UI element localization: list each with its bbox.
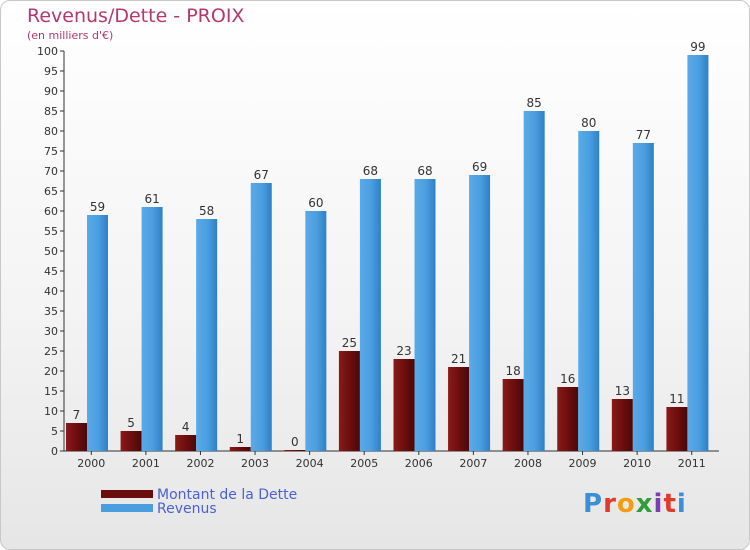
y-tick-label: 15: [44, 385, 58, 398]
data-label-debt: 21: [451, 352, 466, 366]
y-tick-label: 50: [44, 245, 58, 258]
bar-debt: [120, 431, 142, 451]
bar-debt: [175, 435, 197, 451]
legend-swatch-debt: [101, 490, 153, 498]
y-tick-label: 0: [51, 445, 58, 458]
data-label-revenus: 69: [472, 160, 487, 174]
data-label-debt: 25: [342, 336, 357, 350]
bar-debt: [502, 379, 524, 451]
bar-debt: [284, 450, 306, 451]
y-tick-label: 85: [44, 105, 58, 118]
logo-letter: i: [676, 489, 687, 519]
data-label-debt: 4: [182, 420, 190, 434]
y-tick-label: 95: [44, 65, 58, 78]
chart-subtitle: (en milliers d'€): [27, 29, 114, 42]
bar-debt: [666, 407, 688, 451]
data-label-debt: 1: [236, 432, 244, 446]
y-tick-label: 80: [44, 125, 58, 138]
data-label-debt: 11: [669, 392, 684, 406]
logo-letter: P: [583, 489, 604, 519]
bar-revenus: [414, 179, 436, 451]
bar-revenus: [523, 111, 545, 451]
bar-revenus: [359, 179, 381, 451]
x-tick-label: 2000: [77, 457, 105, 470]
bar-revenus: [632, 143, 654, 451]
x-tick-label: 2003: [241, 457, 269, 470]
data-label-revenus: 77: [636, 128, 651, 142]
chart-title: Revenus/Dette - PROIX: [27, 5, 245, 27]
y-tick-label: 35: [44, 305, 58, 318]
x-tick-label: 2002: [186, 457, 214, 470]
y-tick-label: 60: [44, 205, 58, 218]
bar-debt: [448, 367, 470, 451]
data-label-debt: 5: [127, 416, 135, 430]
y-tick-label: 10: [44, 405, 58, 418]
data-label-debt: 7: [73, 408, 81, 422]
proxiti-logo: Proxiti: [583, 489, 687, 519]
data-label-revenus: 59: [90, 200, 105, 214]
logo-letter: o: [616, 489, 636, 519]
data-label-revenus: 99: [690, 40, 705, 54]
bar-revenus: [578, 131, 600, 451]
logo-letter: r: [603, 489, 617, 519]
bar-revenus: [687, 55, 709, 451]
bar-debt: [611, 399, 633, 451]
x-tick-label: 2005: [350, 457, 378, 470]
data-label-debt: 23: [396, 344, 411, 358]
logo-letter: x: [635, 489, 654, 519]
y-tick-label: 5: [51, 425, 58, 438]
logo-letter: i: [653, 489, 664, 519]
y-tick-label: 55: [44, 225, 58, 238]
bar-debt: [338, 351, 360, 451]
legend-label-debt: Montant de la Dette: [157, 487, 298, 503]
y-tick-label: 45: [44, 265, 58, 278]
bar-debt: [557, 387, 579, 451]
data-label-revenus: 80: [581, 116, 596, 130]
logo-letter: t: [663, 489, 677, 519]
x-tick-label: 2001: [132, 457, 160, 470]
bar-revenus: [305, 211, 327, 451]
data-label-debt: 0: [291, 435, 299, 449]
x-tick-label: 2004: [296, 457, 324, 470]
data-label-revenus: 85: [527, 96, 542, 110]
bar-revenus: [141, 207, 163, 451]
y-tick-label: 75: [44, 145, 58, 158]
data-label-revenus: 68: [363, 164, 378, 178]
y-tick-label: 40: [44, 285, 58, 298]
bar-revenus: [196, 219, 218, 451]
data-label-debt: 18: [506, 364, 521, 378]
x-tick-label: 2010: [623, 457, 651, 470]
data-label-revenus: 61: [144, 192, 159, 206]
x-tick-label: 2009: [569, 457, 597, 470]
x-tick-label: 2008: [514, 457, 542, 470]
x-tick-label: 2006: [405, 457, 433, 470]
bar-revenus: [469, 175, 491, 451]
bar-debt: [393, 359, 415, 451]
y-tick-label: 65: [44, 185, 58, 198]
y-tick-label: 20: [44, 365, 58, 378]
y-tick-label: 30: [44, 325, 58, 338]
legend-swatch-revenus: [101, 504, 153, 512]
x-tick-label: 2007: [459, 457, 487, 470]
bar-revenus: [250, 183, 272, 451]
data-label-revenus: 58: [199, 204, 214, 218]
bar-revenus: [87, 215, 108, 451]
data-label-revenus: 67: [254, 168, 269, 182]
y-tick-label: 70: [44, 165, 58, 178]
bar-debt: [66, 423, 87, 451]
data-label-revenus: 68: [417, 164, 432, 178]
bar-debt: [229, 447, 251, 451]
legend-label-revenus: Revenus: [157, 501, 217, 517]
data-label-revenus: 60: [308, 196, 323, 210]
y-tick-label: 100: [37, 45, 58, 58]
x-tick-label: 2011: [678, 457, 706, 470]
y-tick-label: 25: [44, 345, 58, 358]
data-label-debt: 13: [615, 384, 630, 398]
data-label-debt: 16: [560, 372, 575, 386]
y-tick-label: 90: [44, 85, 58, 98]
